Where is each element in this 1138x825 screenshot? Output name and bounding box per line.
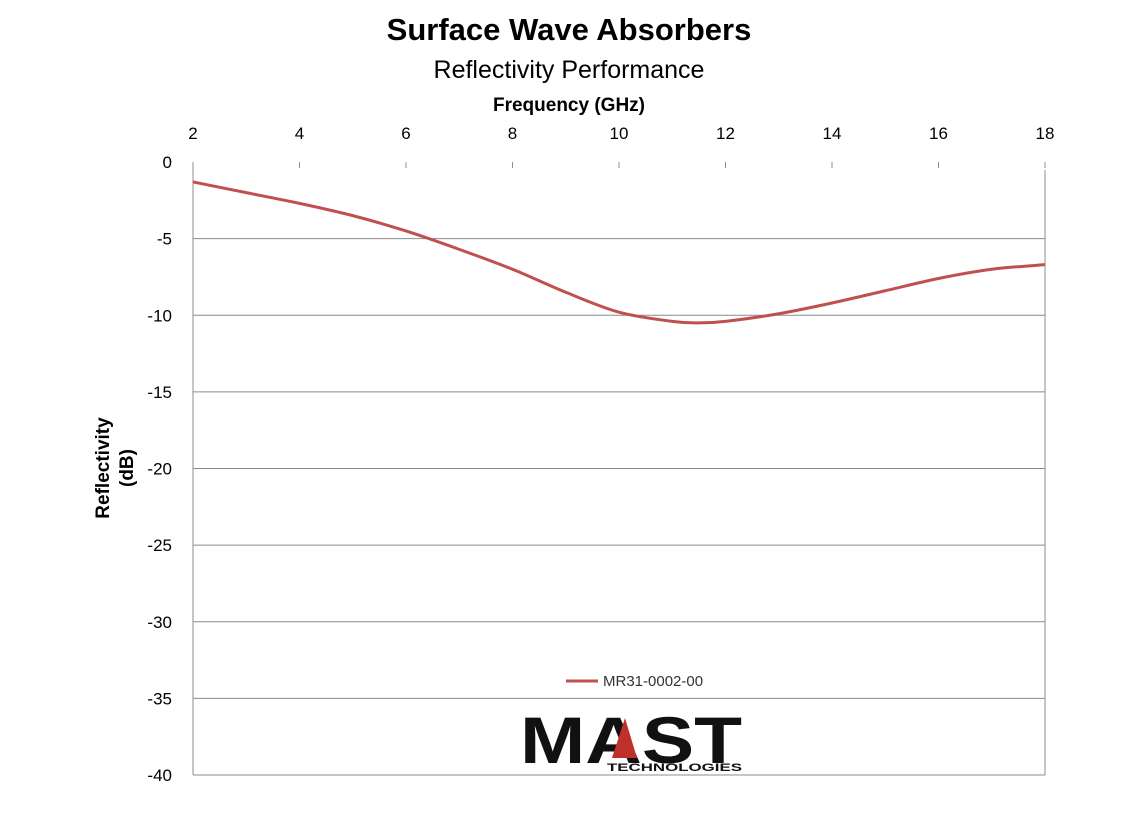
x-tick-label: 6 xyxy=(401,124,410,143)
y-tick-label: -15 xyxy=(147,383,172,402)
y-tick-label: -30 xyxy=(147,613,172,632)
logo-accent-icon xyxy=(612,718,637,758)
x-tick-label: 18 xyxy=(1036,124,1055,143)
y-tick-label: -10 xyxy=(147,306,172,325)
logo-subtitle: TECHNOLOGIES xyxy=(607,762,742,774)
mast-technologies-logo: MAST TECHNOLOGIES xyxy=(520,703,742,777)
x-tick-label: 16 xyxy=(929,124,948,143)
series-line xyxy=(192,180,1046,325)
x-tick-label: 14 xyxy=(823,124,842,143)
legend: MR31-0002-00 xyxy=(566,673,703,690)
x-tick-label: 12 xyxy=(716,124,735,143)
x-tick-label: 2 xyxy=(188,124,197,143)
y-tick-label: -25 xyxy=(147,536,172,555)
chart-subtitle: Reflectivity Performance xyxy=(433,56,705,84)
legend-label: MR31-0002-00 xyxy=(603,673,703,690)
chart-title: Surface Wave Absorbers xyxy=(386,12,752,47)
y-tick-label: -35 xyxy=(147,689,172,708)
x-tick-label: 4 xyxy=(295,124,304,143)
y-tick-label: 0 xyxy=(163,153,172,172)
x-tick-label: 8 xyxy=(508,124,517,143)
x-axis-label: Frequency (GHz) xyxy=(492,95,646,116)
y-tick-label: -40 xyxy=(147,766,172,785)
x-tick-label: 10 xyxy=(610,124,629,143)
y-tick-label: -20 xyxy=(147,460,172,479)
y-tick-label: -5 xyxy=(157,230,172,249)
